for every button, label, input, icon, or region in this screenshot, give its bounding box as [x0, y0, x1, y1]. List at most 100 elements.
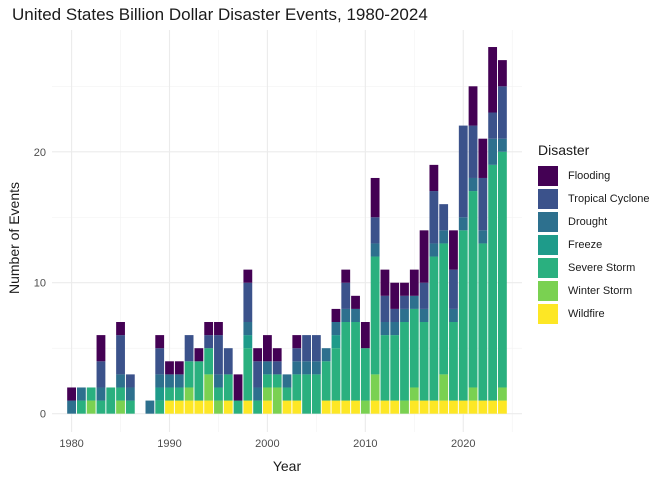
- bar-segment-severe-storm: [243, 348, 253, 401]
- bar-segment-wildfire: [409, 400, 419, 414]
- bar-segment-winter-storm: [184, 387, 194, 401]
- bar-segment-drought: [214, 374, 223, 388]
- legend-item: Freeze: [538, 233, 650, 256]
- bar-segment-tropical-cyclone: [370, 217, 380, 244]
- bar-segment-tropical-cyclone: [380, 295, 390, 323]
- bar-segment-drought: [370, 243, 380, 257]
- bar-segment-severe-storm: [253, 400, 263, 414]
- bar-segment-flooding: [67, 387, 76, 401]
- legend-title: Disaster: [538, 142, 590, 158]
- bar-segment-tropical-cyclone: [184, 335, 194, 362]
- bar-segment-drought: [321, 348, 331, 362]
- x-tick-label: 2010: [353, 438, 377, 450]
- bar-segment-flooding: [194, 348, 204, 362]
- bar-segment-winter-storm: [498, 387, 507, 401]
- bar-segment-flooding: [390, 282, 400, 309]
- bar-segment-tropical-cyclone: [390, 308, 400, 323]
- bar-segment-wildfire: [488, 400, 498, 414]
- bar-segment-flooding: [253, 348, 263, 362]
- bar-segment-tropical-cyclone: [204, 335, 214, 349]
- bar-segment-flooding: [165, 361, 174, 375]
- bar-segment-drought: [468, 177, 478, 192]
- bar-segment-severe-storm: [449, 322, 458, 401]
- bar-segment-wildfire: [458, 400, 468, 414]
- legend-label: Winter Storm: [568, 284, 633, 297]
- bar-segment-wildfire: [331, 400, 341, 414]
- bar-segment-severe-storm: [184, 361, 194, 388]
- bar-segment-drought: [439, 230, 449, 244]
- bar-segment-wildfire: [321, 400, 331, 414]
- bar-segment-severe-storm: [458, 230, 468, 401]
- bar-segment-severe-storm: [400, 322, 409, 401]
- bar-segment-tropical-cyclone: [116, 335, 125, 375]
- bar-segment-severe-storm: [263, 374, 272, 388]
- bar-segment-flooding: [409, 269, 419, 296]
- bar-segment-wildfire: [341, 400, 351, 414]
- bar-segment-flooding: [96, 335, 106, 362]
- bar-segment-drought: [311, 361, 321, 375]
- bar-segment-tropical-cyclone: [302, 335, 311, 362]
- bar-segment-flooding: [429, 164, 439, 192]
- bar-segment-flooding: [498, 60, 507, 87]
- bar-segment-tropical-cyclone: [498, 86, 507, 139]
- bars: [67, 47, 507, 414]
- bar-segment-flooding: [400, 282, 409, 296]
- bar-segment-tropical-cyclone: [155, 348, 165, 375]
- bar-segment-severe-storm: [468, 191, 478, 388]
- bar-segment-wildfire: [429, 400, 439, 414]
- bar-segment-tropical-cyclone: [223, 348, 233, 375]
- bar-segment-wildfire: [419, 400, 429, 414]
- bar-segment-severe-storm: [429, 256, 439, 401]
- bar-segment-tropical-cyclone: [272, 361, 282, 375]
- bar-segment-freeze: [331, 335, 341, 349]
- bar-segment-drought: [498, 138, 507, 152]
- bar-segment-flooding: [243, 269, 253, 283]
- bar-segment-winter-storm: [439, 374, 449, 401]
- bar-segment-flooding: [204, 322, 214, 336]
- bar-segment-drought: [145, 400, 155, 414]
- bar-segment-wildfire: [351, 400, 360, 414]
- x-tick-label: 2020: [451, 438, 475, 450]
- bar-segment-tropical-cyclone: [419, 282, 429, 309]
- bar-segment-wildfire: [263, 400, 272, 414]
- legend-swatch: [538, 303, 558, 324]
- bar-segment-severe-storm: [204, 348, 214, 375]
- bar-segment-winter-storm: [204, 374, 214, 401]
- bar-segment-flooding: [341, 269, 351, 283]
- bar-segment-tropical-cyclone: [125, 374, 135, 388]
- bar-segment-flooding: [468, 86, 478, 126]
- bar-segment-severe-storm: [390, 335, 400, 401]
- bar-segment-winter-storm: [272, 387, 282, 414]
- bar-segment-tropical-cyclone: [253, 361, 263, 388]
- bar-segment-wildfire: [468, 400, 478, 414]
- bar-segment-severe-storm: [106, 387, 116, 414]
- bar-segment-drought: [409, 295, 419, 309]
- bar-segment-drought: [458, 217, 468, 231]
- bar-segment-flooding: [419, 230, 429, 283]
- legend-item: Flooding: [538, 164, 650, 187]
- bar-segment-flooding: [331, 308, 341, 323]
- bar-segment-drought: [449, 308, 458, 323]
- bar-segment-flooding: [380, 269, 390, 296]
- bar-segment-drought: [116, 374, 125, 388]
- bar-segment-wildfire: [165, 400, 174, 414]
- y-axis-label: Number of Events: [6, 182, 22, 294]
- legend-swatch: [538, 257, 558, 278]
- bar-segment-wildfire: [478, 400, 488, 414]
- bar-segment-severe-storm: [214, 387, 223, 401]
- bar-segment-severe-storm: [272, 374, 282, 388]
- bar-segment-drought: [263, 361, 272, 375]
- bar-segment-wildfire: [282, 400, 292, 414]
- bar-segment-tropical-cyclone: [429, 191, 439, 244]
- bar-segment-severe-storm: [498, 151, 507, 388]
- bar-segment-severe-storm: [341, 322, 351, 401]
- bar-segment-tropical-cyclone: [478, 177, 488, 231]
- legend-swatch: [538, 188, 558, 209]
- x-tick-label: 1980: [59, 438, 83, 450]
- bar-segment-severe-storm: [439, 243, 449, 375]
- bar-segment-tropical-cyclone: [488, 112, 498, 139]
- bar-segment-tropical-cyclone: [292, 348, 302, 362]
- legend-swatch: [538, 234, 558, 255]
- bar-segment-wildfire: [174, 400, 184, 414]
